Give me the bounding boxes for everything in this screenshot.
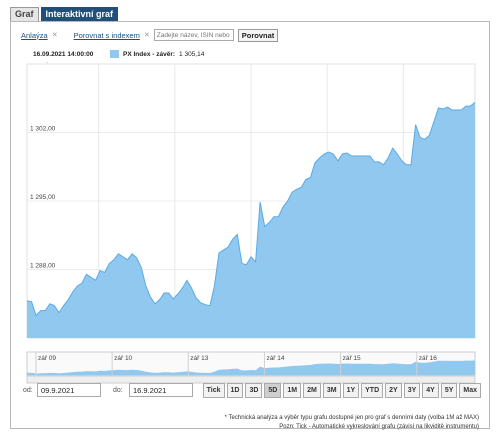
navigator-scrollbar[interactable]: [26, 375, 476, 384]
navigator-label: zář 14: [266, 355, 284, 362]
chart-toolbar: Anlaýza ✕ Porovnat s indexem ✕ Porovnat: [21, 28, 279, 42]
y-tick-label: 1 288,00: [30, 263, 56, 270]
navigator-label: zář 09: [38, 355, 56, 362]
to-date-input[interactable]: [129, 383, 193, 397]
compare-index-link[interactable]: Porovnat s indexem: [73, 30, 140, 40]
navigator-label: zář 16: [419, 355, 437, 362]
chart-legend[interactable]: PX Index - závěr: 1 305,14: [110, 50, 204, 58]
y-tick-label: 1 302,00: [30, 126, 56, 133]
chart-datetime: 16.09.2021 14:00:00: [33, 51, 94, 58]
footnote-tick: Pozn: Tick - Automatické vykreslování gr…: [279, 424, 479, 430]
navigator-label: zář 15: [343, 355, 361, 362]
range-button-3m[interactable]: 3M: [322, 383, 341, 398]
to-label: do:: [113, 387, 123, 394]
legend-value: 1 305,14: [179, 50, 205, 58]
remove-analysis-icon[interactable]: ✕: [51, 32, 58, 39]
remove-compare-icon[interactable]: ✕: [143, 32, 150, 39]
range-button-1y[interactable]: 1Y: [342, 383, 360, 398]
range-button-1m[interactable]: 1M: [283, 383, 302, 398]
series-area: [27, 102, 475, 338]
range-button-ytd[interactable]: YTD: [361, 383, 384, 398]
from-label: od:: [23, 387, 33, 394]
range-button-2y[interactable]: 2Y: [385, 383, 402, 398]
navigator-label: zář 10: [114, 355, 132, 362]
navigator[interactable]: zář 09 zář 10 zář 13 zář 14 zář 15 zář 16: [26, 351, 476, 384]
legend-swatch: [110, 50, 119, 58]
from-date-input[interactable]: [37, 383, 101, 397]
tab-bar: Graf Interaktivní graf: [10, 7, 119, 21]
range-button-max[interactable]: Max: [459, 383, 481, 398]
footnote-analysis: * Technická analýza a výběr typu grafu d…: [224, 415, 479, 421]
range-button-4y[interactable]: 4Y: [422, 383, 439, 398]
footnotes: * Technická analýza a výběr typu grafu d…: [225, 414, 479, 432]
range-button-2m[interactable]: 2M: [303, 383, 321, 398]
range-button-5d[interactable]: 5D: [264, 383, 282, 398]
y-tick-label: 1 309,00: [30, 62, 56, 64]
range-button-3d[interactable]: 3D: [245, 383, 263, 398]
compare-button[interactable]: Porovnat: [237, 28, 279, 42]
price-chart[interactable]: 1 309,001 302,001 295,001 288,001 281,00…: [11, 62, 489, 397]
range-button-5y[interactable]: 5Y: [440, 383, 458, 398]
legend-label: PX Index - závěr:: [123, 50, 176, 58]
series-line: [26, 101, 476, 317]
range-buttons: Tick 1D 3D 5D 1M 2M 3M 1Y YTD 2Y 3Y 4Y 5Y Max: [202, 383, 481, 398]
range-button-1d[interactable]: 1D: [226, 383, 244, 398]
tab-graf[interactable]: Graf: [10, 7, 39, 21]
range-button-3y[interactable]: 3Y: [403, 383, 421, 398]
range-button-tick[interactable]: Tick: [202, 383, 225, 398]
compare-search-input[interactable]: [153, 29, 234, 41]
analysis-link[interactable]: Anlaýza: [21, 30, 48, 40]
navigator-label: zář 13: [190, 355, 208, 362]
tab-interaktivni-graf[interactable]: Interaktivní graf: [40, 7, 119, 21]
navigator-area: [27, 360, 475, 375]
y-tick-label: 1 295,00: [30, 194, 56, 201]
chart-panel: Anlaýza ✕ Porovnat s indexem ✕ Porovnat …: [10, 21, 490, 432]
